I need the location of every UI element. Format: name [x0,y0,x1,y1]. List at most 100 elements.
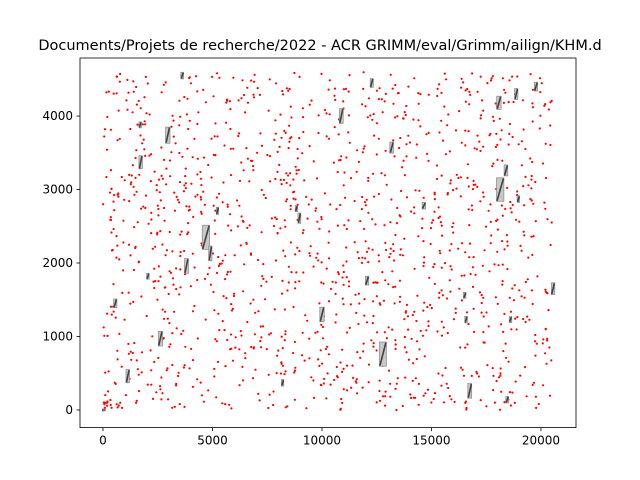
scatter-point [269,180,272,183]
scatter-point [532,202,535,205]
scatter-point [488,270,491,273]
scatter-point [377,137,380,140]
scatter-point [270,275,273,278]
scatter-point [501,280,504,283]
scatter-point [486,82,489,85]
scatter-point [118,80,121,83]
scatter-point [496,218,499,221]
scatter-point [184,175,187,178]
scatter-point [244,111,247,114]
scatter-point [440,320,443,323]
scatter-point [226,99,229,102]
scatter-point [482,145,485,148]
scatter-point [135,85,138,89]
scatter-point [531,88,535,91]
scatter-point [531,383,534,386]
scatter-point [380,172,383,175]
scatter-point [530,174,533,178]
scatter-point [347,114,351,117]
scatter-point [498,117,501,120]
scatter-point [334,98,337,101]
scatter-point [396,206,399,210]
scatter-point [362,71,365,74]
scatter-point [277,349,280,352]
scatter-point [289,208,292,211]
scatter-point [226,338,229,342]
scatter-point [466,176,469,179]
scatter-point [161,308,164,311]
scatter-point [268,155,272,158]
scatter-point [187,231,190,234]
scatter-point [135,103,138,106]
scatter-point [294,198,297,201]
scatter-point [347,285,351,288]
scatter-point [522,230,525,233]
scatter-point [501,214,504,217]
scatter-point [159,230,162,233]
scatter-point [203,203,206,206]
scatter-point [381,111,384,114]
scatter-point [290,116,293,119]
scatter-point [163,286,166,289]
scatter-point [197,111,200,114]
scatter-point [352,376,355,379]
scatter-point [110,231,113,234]
scatter-point [425,329,428,332]
scatter-point [318,364,321,367]
scatter-point [363,314,366,317]
scatter-point [178,201,181,204]
scatter-point [225,101,228,104]
scatter-point [144,206,147,210]
scatter-point [353,241,356,244]
scatter-point [171,406,174,409]
scatter-point [495,132,498,135]
scatter-point [196,337,199,340]
scatter-point [398,300,401,303]
scatter-point [345,156,348,159]
scatter-point [176,198,179,201]
scatter-point [273,138,276,141]
scatter-point [471,208,474,212]
scatter-point [499,408,502,411]
scatter-point [115,403,118,406]
scatter-point [150,218,153,221]
scatter-point [206,273,209,276]
scatter-point [438,296,441,299]
scatter-point [283,339,286,342]
scatter-point [236,199,239,202]
aligned-cluster [516,195,521,203]
scatter-point [432,265,435,269]
scatter-point [422,240,425,243]
scatter-point [501,283,504,286]
scatter-point [416,294,419,297]
scatter-point [539,114,542,117]
scatter-point [307,203,310,206]
scatter-point [218,329,221,332]
scatter-point [110,406,113,409]
scatter-point [278,163,281,166]
scatter-point [377,98,381,101]
scatter-point [214,232,217,235]
scatter-point [519,374,522,377]
scatter-point [315,207,318,210]
scatter-point [282,249,285,252]
scatter-point [123,179,126,182]
scatter-point [544,142,547,145]
scatter-point [252,164,255,168]
scatter-point [482,331,485,334]
scatter-point [360,261,364,264]
scatter-point [295,169,298,172]
scatter-point [449,182,452,185]
scatter-point [129,350,132,353]
scatter-point [468,224,471,227]
scatter-point [281,292,284,295]
scatter-point [504,91,507,94]
scatter-point [191,252,194,255]
scatter-point [222,181,225,184]
scatter-point [285,181,288,185]
scatter-point [112,227,115,231]
scatter-point [487,209,490,212]
scatter-point [196,193,199,196]
scatter-point [393,155,396,158]
scatter-point [224,254,227,257]
